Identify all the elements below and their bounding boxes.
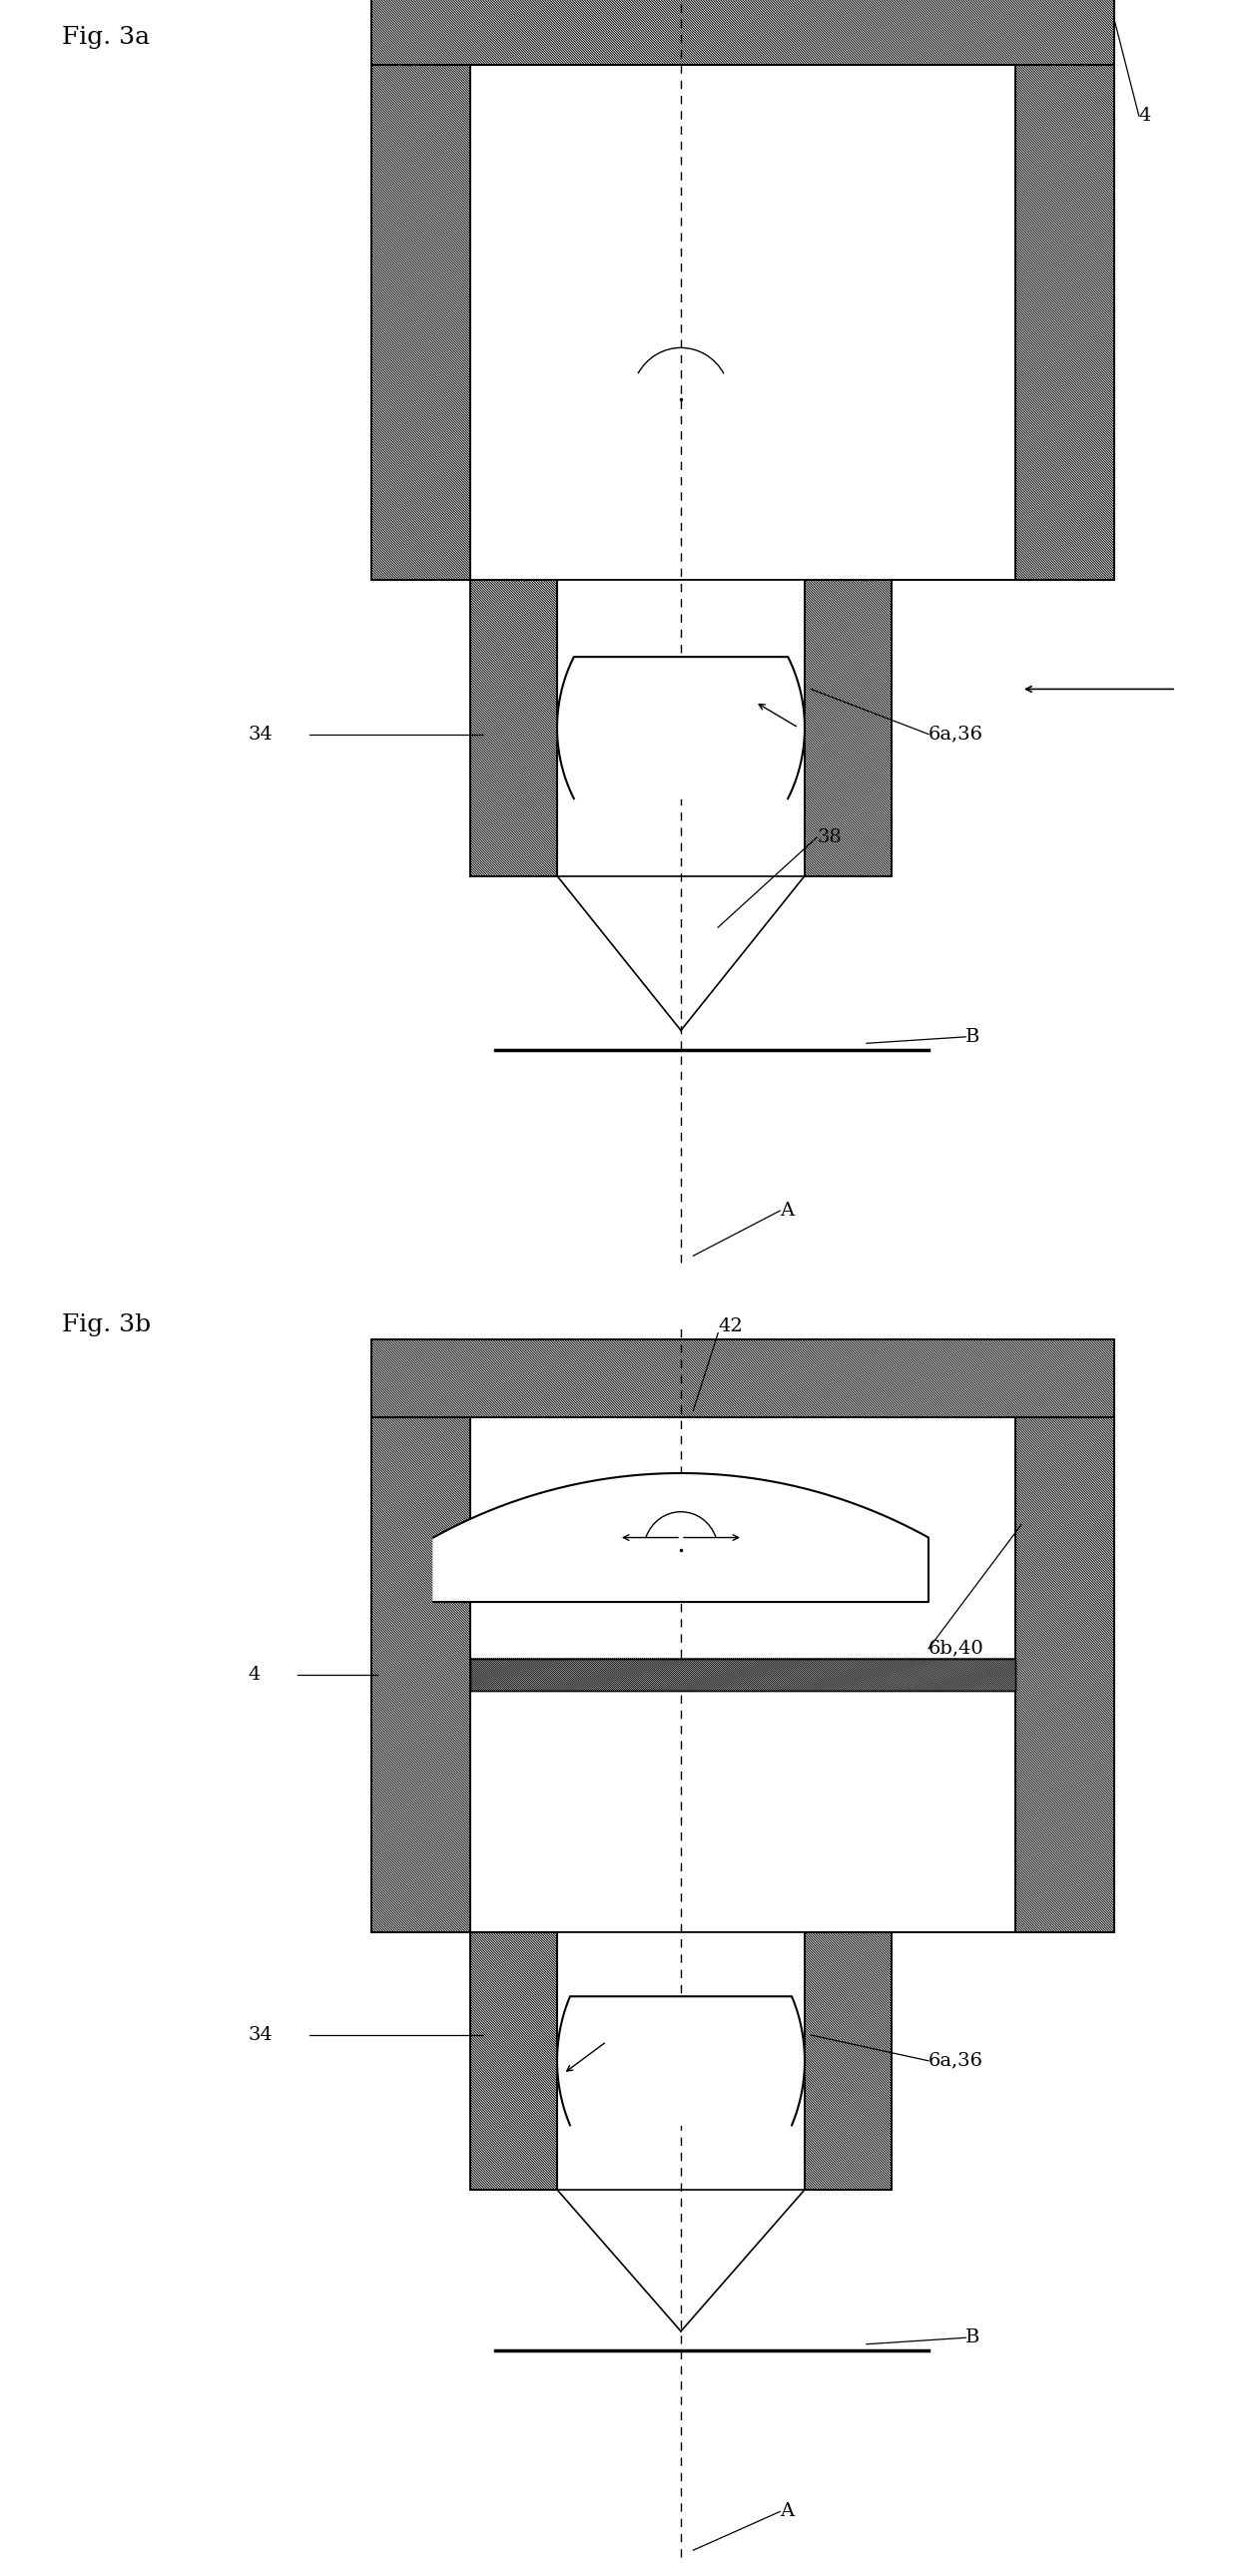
Text: 4: 4	[248, 1667, 260, 1682]
Bar	[371, 0, 1114, 64]
Text: 6a,36: 6a,36	[928, 726, 983, 742]
Bar	[371, 1417, 470, 1932]
Bar	[1015, 64, 1114, 580]
Bar	[805, 580, 891, 876]
Text: 38: 38	[817, 829, 842, 845]
Polygon shape	[433, 1473, 928, 1602]
Bar	[470, 1659, 1015, 1690]
Text: Fig. 3b: Fig. 3b	[62, 1314, 151, 1337]
Text: 4: 4	[1139, 108, 1151, 124]
Text: 6a,36: 6a,36	[928, 2053, 983, 2069]
Bar	[805, 580, 891, 876]
Bar	[470, 1932, 557, 2190]
Bar	[805, 1932, 891, 2190]
Polygon shape	[557, 657, 805, 799]
Bar	[371, 1340, 1114, 1417]
Bar	[371, 1340, 1114, 1417]
Bar	[470, 580, 557, 876]
Text: B: B	[966, 1028, 980, 1046]
Bar	[557, 580, 805, 876]
Bar	[1015, 1417, 1114, 1932]
Text: 34: 34	[248, 2027, 272, 2043]
Polygon shape	[557, 1996, 805, 2125]
Bar	[470, 1932, 557, 2190]
Bar	[470, 1417, 1015, 1932]
Bar	[470, 580, 557, 876]
Bar	[1015, 1417, 1114, 1932]
Text: 42: 42	[718, 1319, 743, 1334]
Bar	[470, 1659, 1015, 1690]
Text: 6b,40: 6b,40	[928, 1641, 984, 1656]
Bar	[371, 64, 470, 580]
Text: A: A	[780, 2504, 794, 2519]
Bar	[371, 0, 1114, 64]
Text: A: A	[780, 1203, 794, 1218]
Text: 34: 34	[248, 726, 272, 742]
Bar	[557, 1932, 805, 2190]
Bar	[470, 64, 1015, 580]
Text: B: B	[966, 2329, 980, 2347]
Bar	[371, 1417, 470, 1932]
Bar	[1015, 64, 1114, 580]
Bar	[371, 64, 470, 580]
Bar	[805, 1932, 891, 2190]
Text: Fig. 3a: Fig. 3a	[62, 26, 150, 49]
